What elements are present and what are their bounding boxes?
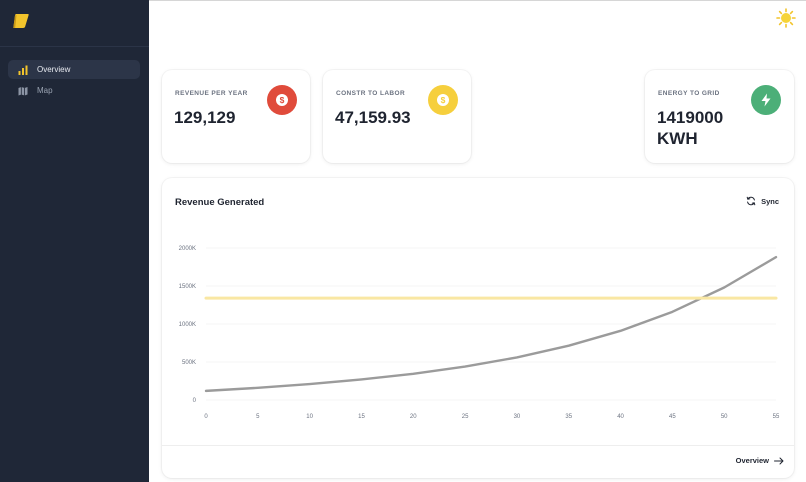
sun-icon[interactable] bbox=[776, 8, 796, 28]
x-tick-label: 45 bbox=[669, 414, 676, 420]
dollar-icon: $ bbox=[276, 94, 288, 106]
sync-button[interactable]: Sync bbox=[746, 196, 779, 206]
stat-value: 47,159.93 bbox=[335, 108, 411, 127]
x-tick-label: 10 bbox=[306, 414, 313, 420]
x-tick-label: 55 bbox=[773, 414, 780, 420]
x-axis-ticks: 0 5 10 15 20 25 30 35 40 45 50 55 bbox=[204, 414, 780, 420]
stat-title: REVENUE PER YEAR bbox=[175, 90, 248, 97]
x-tick-label: 40 bbox=[617, 414, 624, 420]
y-tick-label: 0 bbox=[193, 398, 197, 404]
x-tick-label: 20 bbox=[410, 414, 417, 420]
x-tick-label: 15 bbox=[358, 414, 365, 420]
sidebar-divider bbox=[0, 46, 149, 47]
sync-label: Sync bbox=[761, 196, 779, 206]
bar-chart-icon bbox=[18, 65, 28, 75]
y-tick-label: 500K bbox=[182, 360, 196, 366]
map-icon bbox=[18, 86, 28, 96]
sidebar-item-map[interactable]: Map bbox=[8, 81, 140, 100]
arrow-right-icon bbox=[774, 457, 784, 464]
y-axis-ticks: 0 500K 1000K 1500K 2000K bbox=[179, 246, 197, 404]
chart-series bbox=[204, 255, 778, 393]
sidebar: Overview Map bbox=[0, 0, 149, 482]
sidebar-item-overview[interactable]: Overview bbox=[8, 60, 140, 79]
stat-title: ENERGY TO GRID bbox=[658, 90, 720, 97]
stat-card-revenue: REVENUE PER YEAR 129,129 $ bbox=[162, 70, 310, 163]
refresh-icon bbox=[746, 196, 756, 206]
stat-badge: $ bbox=[267, 85, 297, 115]
card-divider bbox=[162, 445, 794, 446]
overview-link-label: Overview bbox=[735, 456, 769, 465]
x-tick-label: 35 bbox=[565, 414, 572, 420]
logo-icon[interactable] bbox=[12, 12, 30, 30]
sidebar-item-label: Overview bbox=[37, 65, 71, 74]
svg-text:$: $ bbox=[280, 95, 285, 105]
stat-value: 1419000 KWH bbox=[657, 108, 724, 148]
stat-card-energy: ENERGY TO GRID 1419000 KWH bbox=[645, 70, 794, 163]
stat-badge bbox=[751, 85, 781, 115]
revenue-series-line bbox=[204, 255, 778, 393]
svg-text:$: $ bbox=[441, 95, 446, 105]
y-tick-label: 2000K bbox=[179, 246, 196, 252]
x-tick-label: 5 bbox=[256, 414, 260, 420]
sidebar-item-label: Map bbox=[37, 86, 53, 95]
chart-title: Revenue Generated bbox=[175, 197, 265, 208]
revenue-chart-card: Revenue Generated Sync 0 500K 1000K 1500K 20… bbox=[162, 178, 794, 478]
x-tick-label: 30 bbox=[514, 414, 521, 420]
revenue-line-chart: 0 500K 1000K 1500K 2000K 0 5 10 15 20 25 30 35 40 45 5… bbox=[179, 246, 780, 420]
overview-link[interactable]: Overview bbox=[736, 456, 784, 465]
topbar-border bbox=[149, 0, 806, 1]
lightning-icon bbox=[761, 93, 771, 107]
y-tick-label: 1000K bbox=[179, 322, 196, 328]
dollar-icon: $ bbox=[437, 94, 449, 106]
stat-badge: $ bbox=[428, 85, 458, 115]
x-tick-label: 50 bbox=[721, 414, 728, 420]
x-tick-label: 0 bbox=[204, 414, 208, 420]
x-tick-label: 25 bbox=[462, 414, 469, 420]
stat-value: 129,129 bbox=[174, 108, 236, 127]
chart-grid bbox=[206, 247, 776, 401]
y-tick-label: 1500K bbox=[179, 284, 196, 290]
stat-title: CONSTR TO LABOR bbox=[336, 90, 406, 97]
stat-card-labor: CONSTR TO LABOR 47,159.93 $ bbox=[323, 70, 471, 163]
